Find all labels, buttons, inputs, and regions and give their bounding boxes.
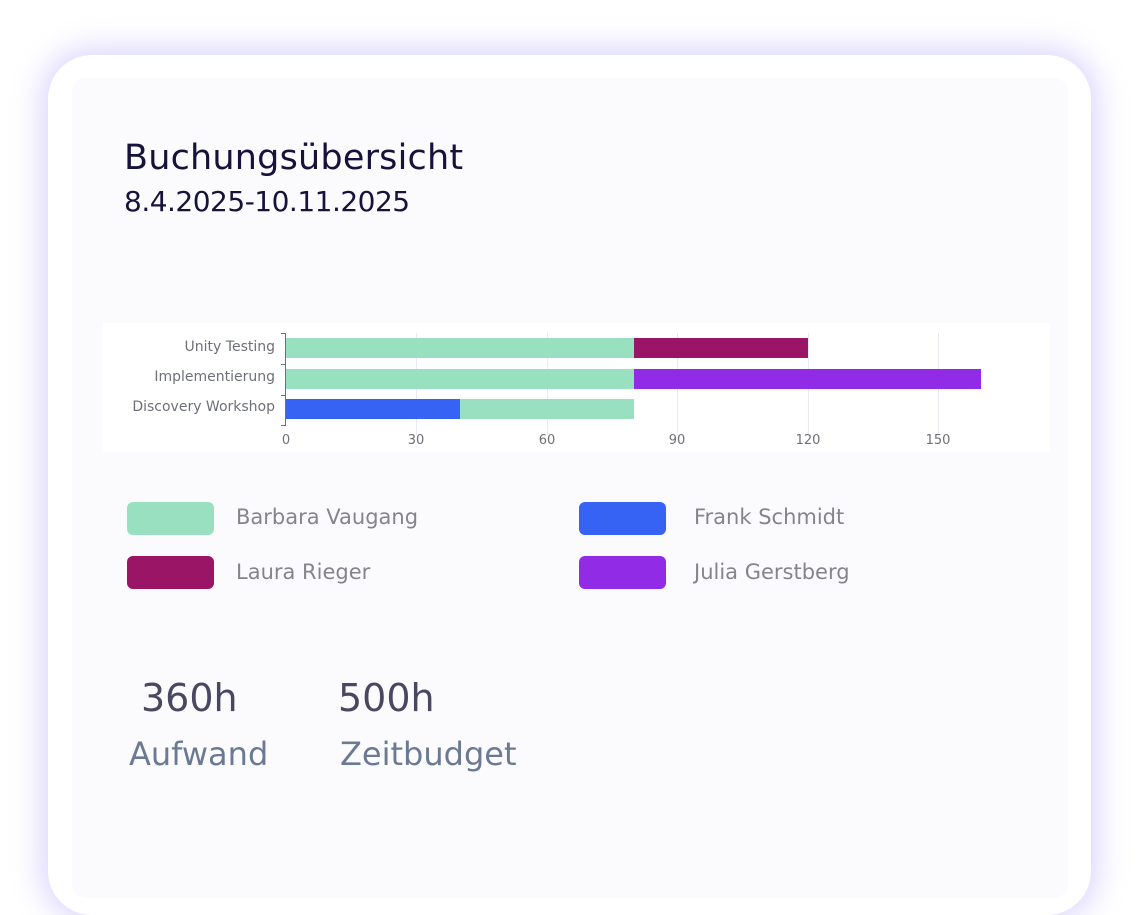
bar-segment[interactable]	[459, 399, 634, 419]
legend-swatch-laura	[127, 556, 214, 589]
legend-label: Barbara Vaugang	[236, 505, 419, 529]
legend-swatch-julia	[579, 556, 666, 589]
y-axis-tick	[281, 364, 286, 365]
x-tick-label: 0	[281, 433, 291, 448]
category-label: Implementierung	[154, 369, 275, 385]
legend-label: Julia Gerstberg	[694, 560, 850, 584]
category-label: Unity Testing	[184, 339, 275, 355]
legend-label: Frank Schmidt	[694, 505, 845, 529]
effort-label: Aufwand	[129, 735, 269, 773]
y-axis-tick	[281, 425, 286, 426]
stacked-bar-chart: Unity Testing Implementierung Discovery …	[103, 323, 1050, 452]
effort-value: 360h	[141, 676, 238, 720]
x-tick-label: 30	[407, 433, 425, 448]
legend-label: Laura Rieger	[236, 560, 371, 584]
y-axis-tick	[281, 333, 286, 334]
x-tick-label: 90	[668, 433, 686, 448]
bar-segment[interactable]	[633, 338, 808, 358]
page-title: Buchungsübersicht	[124, 138, 464, 178]
x-tick-label: 60	[538, 433, 556, 448]
category-label: Discovery Workshop	[132, 399, 275, 415]
bar-segment[interactable]	[286, 369, 634, 389]
x-tick-label: 150	[925, 433, 951, 448]
card-content-panel	[72, 78, 1068, 898]
x-tick-label: 120	[795, 433, 821, 448]
bar-segment[interactable]	[286, 399, 460, 419]
budget-label: Zeitbudget	[340, 735, 517, 773]
y-axis-line	[285, 333, 286, 426]
budget-value: 500h	[338, 676, 435, 720]
y-axis-tick	[281, 395, 286, 396]
legend-swatch-frank	[579, 502, 666, 535]
date-range: 8.4.2025-10.11.2025	[124, 185, 410, 218]
legend-swatch-barbara	[127, 502, 214, 535]
bar-segment[interactable]	[633, 369, 982, 389]
bar-segment[interactable]	[286, 338, 634, 358]
